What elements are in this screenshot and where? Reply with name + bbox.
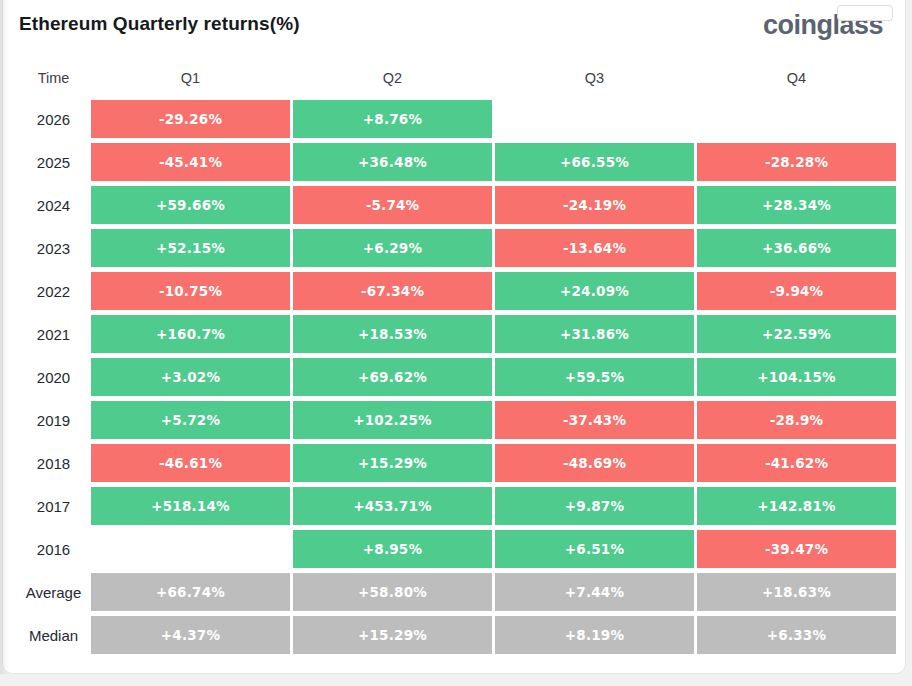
table-row-2019: 2019+5.72%+102.25%-37.43%-28.9% bbox=[3, 401, 896, 439]
page-title: Ethereum Quarterly returns(%) bbox=[19, 13, 300, 34]
positive-return-cell: +104.15% bbox=[697, 358, 896, 396]
column-header-time: Time bbox=[3, 65, 88, 91]
row-label: 2021 bbox=[3, 315, 88, 353]
returns-card: Ethereum Quarterly returns(%) coinglass … bbox=[2, 0, 906, 674]
negative-return-cell: -13.64% bbox=[495, 229, 694, 267]
table-row-2020: 2020+3.02%+69.62%+59.5%+104.15% bbox=[3, 358, 896, 396]
table-row-2018: 2018-46.61%+15.29%-48.69%-41.62% bbox=[3, 444, 896, 482]
table-row-2017: 2017+518.14%+453.71%+9.87%+142.81% bbox=[3, 487, 896, 525]
positive-return-cell: +66.55% bbox=[495, 143, 694, 181]
table-row-2016: 2016 +8.95%+6.51%-39.47% bbox=[3, 530, 896, 568]
table-body: 2026-29.26%+8.76% 2025-45.41%+36.48%+66.5… bbox=[3, 100, 896, 654]
negative-return-cell: -48.69% bbox=[495, 444, 694, 482]
empty-cell bbox=[91, 530, 290, 568]
empty-cell bbox=[697, 100, 896, 138]
column-header-q3: Q3 bbox=[495, 65, 694, 91]
column-header-q2: Q2 bbox=[293, 65, 492, 91]
positive-return-cell: +8.76% bbox=[293, 100, 492, 138]
column-header-q4: Q4 bbox=[697, 65, 896, 91]
negative-return-cell: -67.34% bbox=[293, 272, 492, 310]
row-label: 2025 bbox=[3, 143, 88, 181]
quarterly-returns-table: TimeQ1Q2Q3Q4 2026-29.26%+8.76% 2025-45.41… bbox=[3, 65, 896, 659]
positive-return-cell: +69.62% bbox=[293, 358, 492, 396]
table-row-2022: 2022-10.75%-67.34%+24.09%-9.94% bbox=[3, 272, 896, 310]
positive-return-cell: +3.02% bbox=[91, 358, 290, 396]
row-label: 2022 bbox=[3, 272, 88, 310]
summary-return-cell: +8.19% bbox=[495, 616, 694, 654]
negative-return-cell: -39.47% bbox=[697, 530, 896, 568]
summary-return-cell: +7.44% bbox=[495, 573, 694, 611]
summary-return-cell: +15.29% bbox=[293, 616, 492, 654]
positive-return-cell: +8.95% bbox=[293, 530, 492, 568]
negative-return-cell: -46.61% bbox=[91, 444, 290, 482]
table-header-row: TimeQ1Q2Q3Q4 bbox=[3, 65, 896, 91]
positive-return-cell: +22.59% bbox=[697, 315, 896, 353]
negative-return-cell: -9.94% bbox=[697, 272, 896, 310]
positive-return-cell: +15.29% bbox=[293, 444, 492, 482]
negative-return-cell: -41.62% bbox=[697, 444, 896, 482]
negative-return-cell: -29.26% bbox=[91, 100, 290, 138]
summary-return-cell: +4.37% bbox=[91, 616, 290, 654]
row-label: Median bbox=[3, 616, 88, 654]
empty-cell bbox=[495, 100, 694, 138]
positive-return-cell: +518.14% bbox=[91, 487, 290, 525]
table-row-average: Average+66.74%+58.80%+7.44%+18.63% bbox=[3, 573, 896, 611]
positive-return-cell: +160.7% bbox=[91, 315, 290, 353]
row-label: 2019 bbox=[3, 401, 88, 439]
negative-return-cell: -10.75% bbox=[91, 272, 290, 310]
positive-return-cell: +102.25% bbox=[293, 401, 492, 439]
negative-return-cell: -24.19% bbox=[495, 186, 694, 224]
cropped-toolbar-button[interactable] bbox=[837, 5, 893, 21]
table-row-2023: 2023+52.15%+6.29%-13.64%+36.66% bbox=[3, 229, 896, 267]
positive-return-cell: +52.15% bbox=[91, 229, 290, 267]
summary-return-cell: +58.80% bbox=[293, 573, 492, 611]
row-label: 2020 bbox=[3, 358, 88, 396]
positive-return-cell: +5.72% bbox=[91, 401, 290, 439]
positive-return-cell: +18.53% bbox=[293, 315, 492, 353]
table-row-2024: 2024+59.66%-5.74%-24.19%+28.34% bbox=[3, 186, 896, 224]
positive-return-cell: +31.86% bbox=[495, 315, 694, 353]
negative-return-cell: -45.41% bbox=[91, 143, 290, 181]
column-header-q1: Q1 bbox=[91, 65, 290, 91]
positive-return-cell: +142.81% bbox=[697, 487, 896, 525]
positive-return-cell: +36.48% bbox=[293, 143, 492, 181]
positive-return-cell: +453.71% bbox=[293, 487, 492, 525]
positive-return-cell: +59.5% bbox=[495, 358, 694, 396]
row-label: 2023 bbox=[3, 229, 88, 267]
negative-return-cell: -28.9% bbox=[697, 401, 896, 439]
row-label: Average bbox=[3, 573, 88, 611]
summary-return-cell: +66.74% bbox=[91, 573, 290, 611]
negative-return-cell: -28.28% bbox=[697, 143, 896, 181]
positive-return-cell: +28.34% bbox=[697, 186, 896, 224]
positive-return-cell: +36.66% bbox=[697, 229, 896, 267]
summary-return-cell: +18.63% bbox=[697, 573, 896, 611]
table-row-2025: 2025-45.41%+36.48%+66.55%-28.28% bbox=[3, 143, 896, 181]
positive-return-cell: +6.29% bbox=[293, 229, 492, 267]
positive-return-cell: +59.66% bbox=[91, 186, 290, 224]
titlebar: Ethereum Quarterly returns(%) coinglass bbox=[19, 13, 895, 43]
row-label: 2016 bbox=[3, 530, 88, 568]
positive-return-cell: +24.09% bbox=[495, 272, 694, 310]
table-row-median: Median+4.37%+15.29%+8.19%+6.33% bbox=[3, 616, 896, 654]
row-label: 2017 bbox=[3, 487, 88, 525]
row-label: 2018 bbox=[3, 444, 88, 482]
positive-return-cell: +9.87% bbox=[495, 487, 694, 525]
table-row-2021: 2021+160.7%+18.53%+31.86%+22.59% bbox=[3, 315, 896, 353]
positive-return-cell: +6.51% bbox=[495, 530, 694, 568]
negative-return-cell: -5.74% bbox=[293, 186, 492, 224]
negative-return-cell: -37.43% bbox=[495, 401, 694, 439]
summary-return-cell: +6.33% bbox=[697, 616, 896, 654]
row-label: 2024 bbox=[3, 186, 88, 224]
row-label: 2026 bbox=[3, 100, 88, 138]
table-row-2026: 2026-29.26%+8.76% bbox=[3, 100, 896, 138]
